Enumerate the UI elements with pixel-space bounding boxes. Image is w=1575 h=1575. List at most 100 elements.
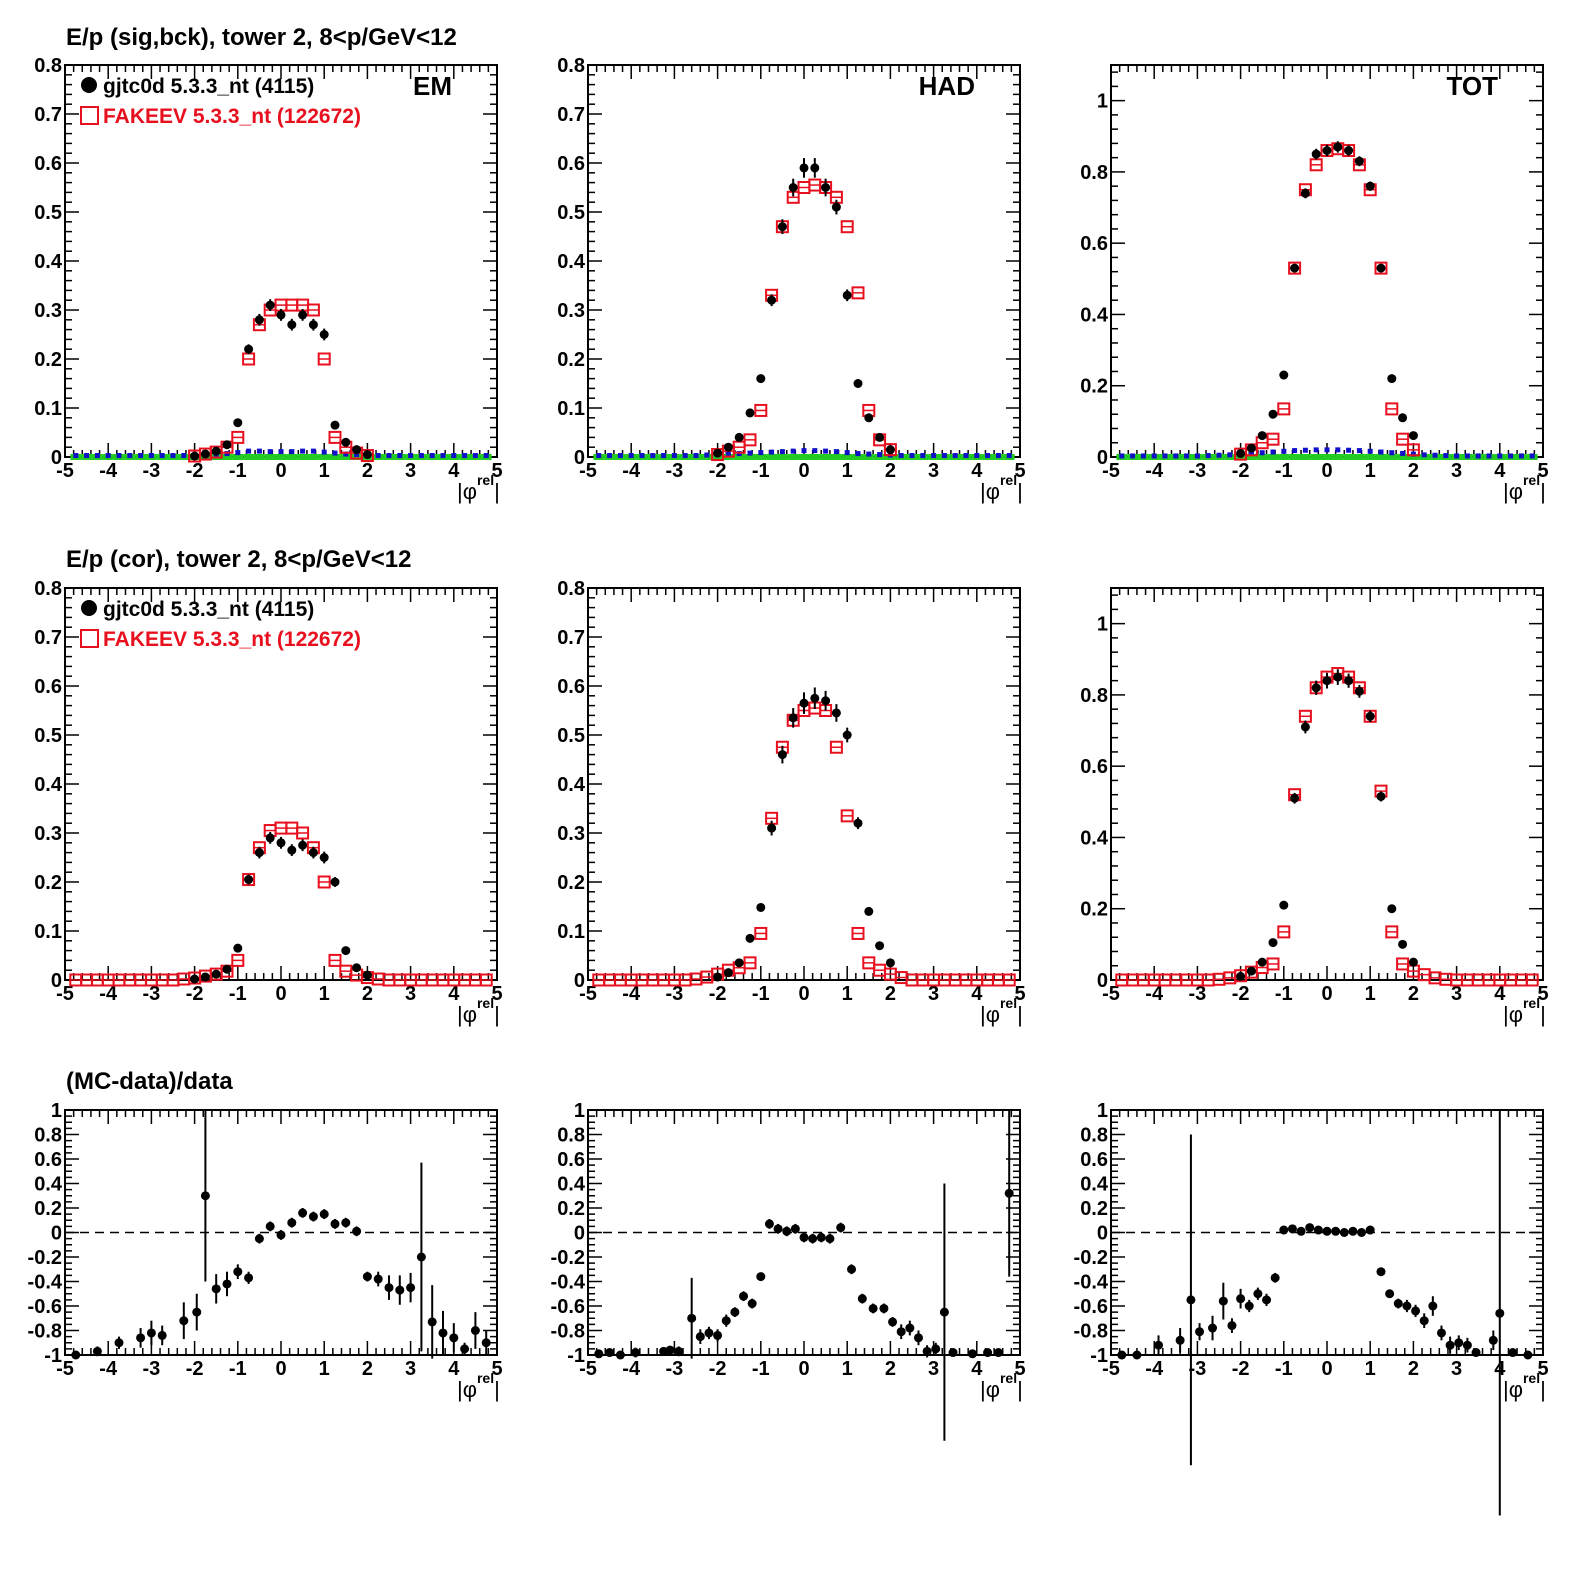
blue-point — [1173, 453, 1179, 459]
y-tick-label: 0.1 — [557, 921, 585, 943]
data-point — [605, 1348, 615, 1358]
blue-point — [84, 453, 90, 459]
blue-point — [418, 453, 424, 459]
x-tick-label: -1 — [752, 983, 770, 1005]
green-point — [264, 454, 276, 460]
y-ticks: -1-0.8 -0.6-0.4 -0.20 0.20.4 0.60.8 1 — [28, 1100, 497, 1367]
data-point — [233, 1267, 243, 1277]
data-point — [1279, 370, 1289, 380]
green-point — [1375, 454, 1387, 460]
blue-point — [483, 453, 489, 459]
y-tick-label: 0.2 — [1080, 899, 1108, 921]
x-tick-label: 1 — [319, 983, 330, 1005]
data-point — [1411, 1306, 1421, 1316]
legend-mc-marker — [80, 106, 99, 125]
data-point — [200, 1191, 210, 1201]
y-tick-label: -0.8 — [1074, 1321, 1108, 1343]
legend-mc-label: FAKEEV 5.3.3_nt (122672) — [103, 628, 361, 651]
blue-point — [1162, 453, 1168, 459]
blue-point — [909, 453, 915, 459]
data-point — [146, 1328, 156, 1338]
data-point — [913, 1333, 923, 1343]
green-point — [286, 454, 298, 460]
y-tick-label: 0.6 — [557, 676, 585, 698]
y-tick-label: 0.3 — [34, 823, 62, 845]
data-point — [276, 1230, 286, 1240]
y-ticks: 0 0.2 0.4 0.6 0.8 1 — [1080, 594, 1543, 992]
x-tick-label: -4 — [622, 1358, 641, 1380]
data-point — [1268, 938, 1278, 948]
y-tick-label: 0.4 — [1080, 1174, 1109, 1196]
data-point — [967, 1349, 977, 1359]
blue-point — [952, 453, 958, 459]
x-tick-label: 0 — [1321, 460, 1332, 482]
data-point — [211, 446, 221, 456]
blue-point — [246, 448, 252, 454]
blue-point — [1302, 447, 1308, 453]
data-point — [1262, 1295, 1272, 1305]
x-tick-label: -4 — [622, 460, 641, 482]
data-point — [1279, 900, 1289, 910]
blue-point — [801, 448, 807, 454]
series-green-band — [70, 454, 492, 460]
data-point — [810, 693, 820, 703]
x-tick-label: 5 — [1014, 1358, 1025, 1380]
green-point — [733, 454, 745, 460]
blue-point — [1464, 453, 1470, 459]
mc-point — [840, 220, 854, 234]
blue-point — [278, 449, 284, 455]
data-point — [1296, 1226, 1306, 1236]
data-point — [222, 964, 232, 974]
data-point — [319, 330, 329, 339]
data-point — [1523, 1350, 1533, 1360]
data-point — [1208, 1323, 1218, 1333]
data-point — [864, 413, 874, 423]
blue-point — [1335, 447, 1341, 453]
mc-point — [1525, 973, 1539, 987]
data-point — [341, 437, 351, 447]
x-tick-label: -4 — [1145, 1358, 1164, 1380]
x-tick-label: 4 — [971, 1358, 983, 1380]
x-tick-label: -2 — [1232, 460, 1250, 482]
data-point — [470, 1326, 480, 1335]
y-tick-label: 0.5 — [557, 725, 585, 747]
x-tick-label: -3 — [1189, 983, 1207, 1005]
y-tick-label: -1 — [567, 1345, 585, 1367]
x-axis-label-sup: rel — [1000, 995, 1017, 1011]
y-tick-label: 0.4 — [557, 251, 586, 273]
x-tick-label: 0 — [1321, 1358, 1332, 1380]
data-point — [373, 1274, 383, 1284]
data-point — [764, 1219, 774, 1229]
data-point — [114, 1338, 124, 1348]
data-point — [1354, 156, 1364, 166]
y-tick-label: 0.2 — [34, 1198, 62, 1220]
blue-point — [1475, 453, 1481, 459]
y-tick-label: 0.4 — [557, 1174, 586, 1196]
green-point — [308, 454, 319, 460]
data-point — [816, 1232, 826, 1242]
y-tick-label: 0 — [1097, 1223, 1108, 1245]
data-point — [1253, 1289, 1263, 1299]
green-point — [1267, 454, 1279, 460]
data-point — [1311, 149, 1321, 159]
data-point — [842, 290, 852, 300]
x-tick-label: -3 — [666, 1358, 684, 1380]
y-tick-label: 0.8 — [557, 1125, 585, 1147]
data-point — [1236, 971, 1246, 981]
data-point — [308, 320, 318, 330]
corner-label: TOT — [1446, 71, 1498, 101]
y-ticks: 0 0.1 0.2 0.3 0.4 0.5 0.6 0.7 0.8 — [34, 578, 497, 992]
blue-point — [747, 450, 753, 456]
blue-point — [898, 453, 904, 459]
green-point — [798, 454, 810, 460]
legend-data-label: gjtc0d 5.3.3_nt (4115) — [103, 75, 314, 98]
blue-point — [1400, 450, 1406, 456]
blue-point — [769, 449, 775, 455]
data-point — [157, 1330, 167, 1340]
blue-point — [1194, 453, 1200, 459]
y-tick-label: 0.6 — [34, 1149, 62, 1171]
mc-point — [1396, 957, 1410, 971]
data-point — [298, 310, 308, 320]
data-point — [788, 713, 798, 723]
